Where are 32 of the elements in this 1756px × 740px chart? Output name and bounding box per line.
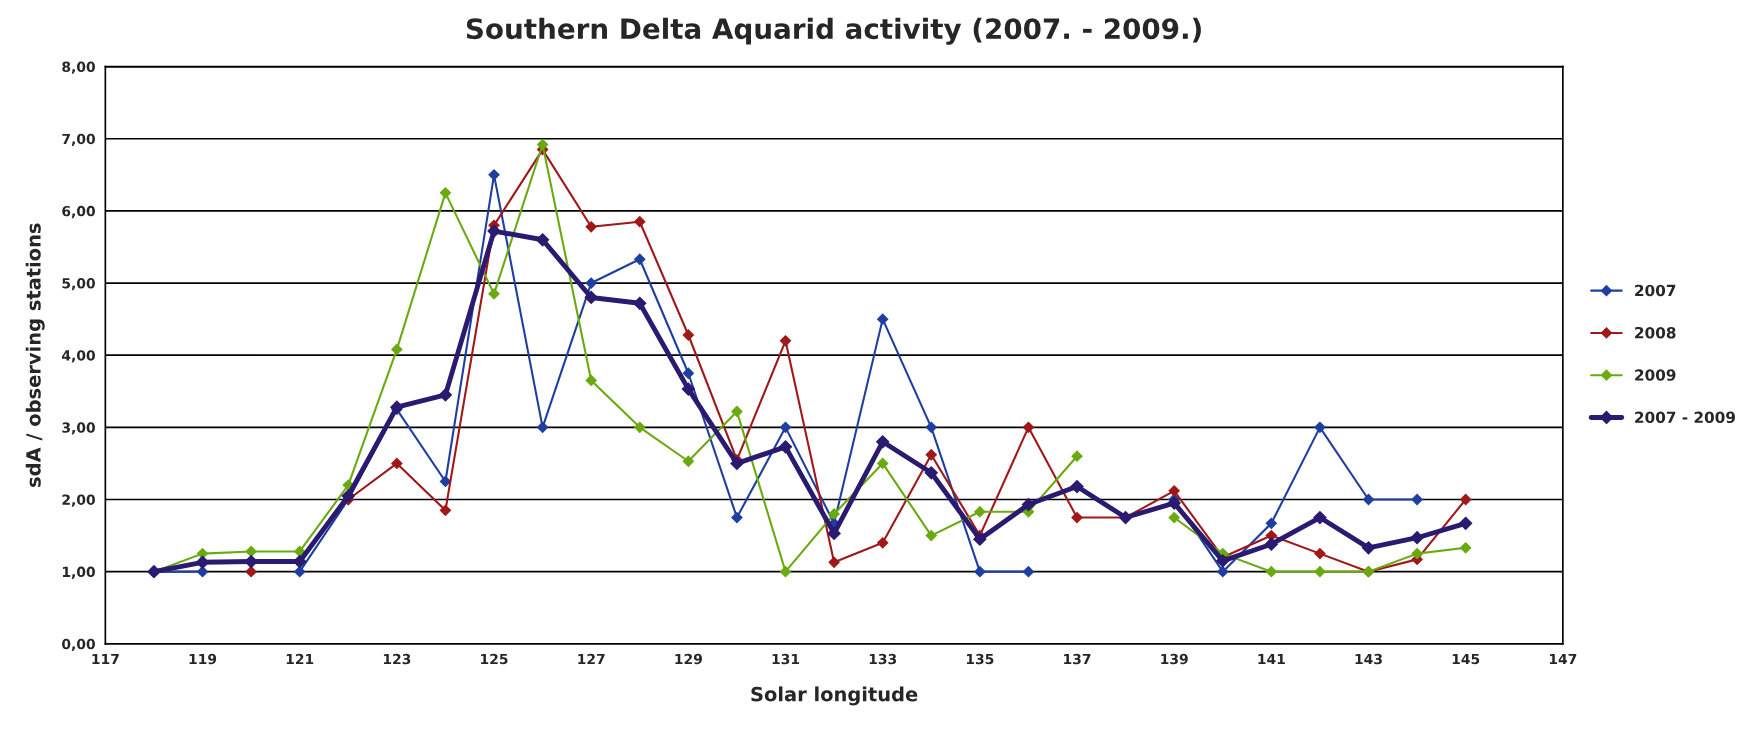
y-tick-label: 1,00 bbox=[62, 566, 95, 579]
x-tick-label: 137 bbox=[1064, 653, 1091, 665]
x-tick-label: 125 bbox=[481, 653, 508, 665]
y-axis-title: sdA / observing stations bbox=[25, 223, 45, 487]
x-tick-label: 119 bbox=[189, 653, 217, 665]
y-tick-label: 5,00 bbox=[62, 278, 95, 291]
x-tick-label: 143 bbox=[1355, 653, 1382, 665]
chart-title: Southern Delta Aquarid activity (2007. - 2009.) bbox=[466, 17, 1201, 45]
y-tick-label: 0,00 bbox=[62, 638, 95, 652]
y-tick-label: 8,00 bbox=[62, 61, 95, 74]
legend-label: 2007 bbox=[1635, 284, 1676, 297]
y-tick-label: 6,00 bbox=[62, 205, 95, 219]
x-tick-label: 141 bbox=[1258, 653, 1285, 665]
y-tick-label: 3,00 bbox=[62, 422, 95, 435]
x-tick-label: 133 bbox=[869, 653, 897, 665]
x-tick-label: 131 bbox=[772, 653, 800, 665]
x-tick-label: 117 bbox=[92, 653, 119, 665]
x-axis-title: Solar longitude bbox=[751, 686, 918, 706]
x-tick-label: 135 bbox=[966, 653, 994, 665]
x-tick-label: 139 bbox=[1161, 653, 1188, 665]
x-tick-label: 145 bbox=[1452, 653, 1480, 665]
x-tick-label: 123 bbox=[383, 653, 411, 665]
x-tick-label: 121 bbox=[286, 653, 314, 665]
x-tick-label: 129 bbox=[675, 653, 702, 665]
y-tick-label: 7,00 bbox=[62, 133, 95, 146]
legend-label: 2007 - 2009 bbox=[1635, 411, 1735, 424]
legend-label: 2009 bbox=[1635, 369, 1676, 381]
y-tick-label: 2,00 bbox=[62, 494, 95, 507]
y-tick-label: 4,00 bbox=[62, 350, 95, 363]
x-tick-label: 147 bbox=[1549, 653, 1577, 665]
legend-label: 2008 bbox=[1635, 326, 1676, 339]
x-tick-label: 127 bbox=[578, 653, 605, 665]
